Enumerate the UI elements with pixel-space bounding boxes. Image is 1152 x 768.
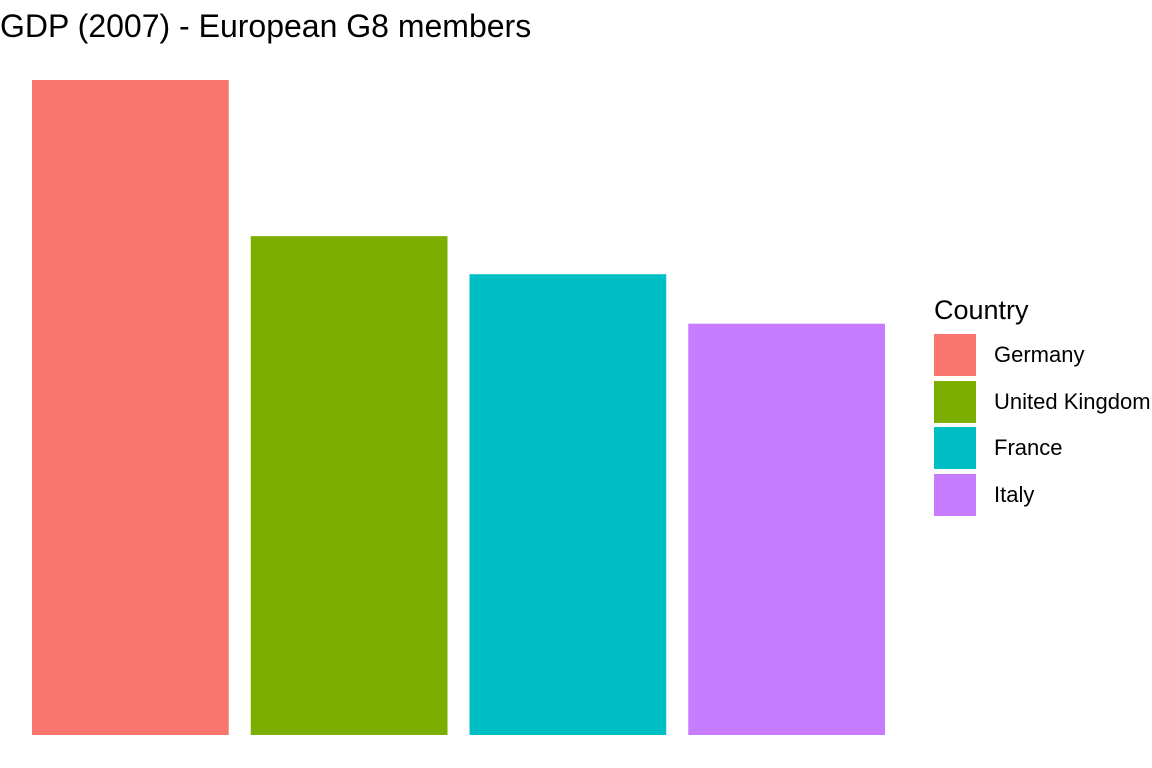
legend-key-swatch [934, 427, 976, 470]
legend-label: Germany [994, 342, 1085, 368]
legend-label: France [994, 435, 1063, 461]
legend-key-swatch [934, 473, 976, 516]
legend: Country Germany United Kingdom France Italy [934, 292, 1151, 518]
bar-france [469, 274, 667, 735]
chart-title: GDP (2007) - European G8 members [0, 8, 532, 44]
bar-italy [688, 323, 885, 735]
legend-key-swatch [934, 334, 976, 377]
legend-item-france: France [934, 425, 1151, 472]
legend-label: Italy [994, 481, 1035, 507]
legend-item-germany: Germany [934, 332, 1151, 379]
legend-items: Germany United Kingdom France Italy [934, 332, 1151, 518]
legend-item-italy: Italy [934, 472, 1151, 519]
legend-key-swatch [934, 380, 976, 423]
bar-united-kingdom [250, 236, 448, 735]
legend-title: Country [934, 295, 1029, 325]
legend-item-united-kingdom: United Kingdom [934, 379, 1151, 426]
legend-label: United Kingdom [994, 388, 1151, 414]
bar-germany [32, 80, 229, 735]
